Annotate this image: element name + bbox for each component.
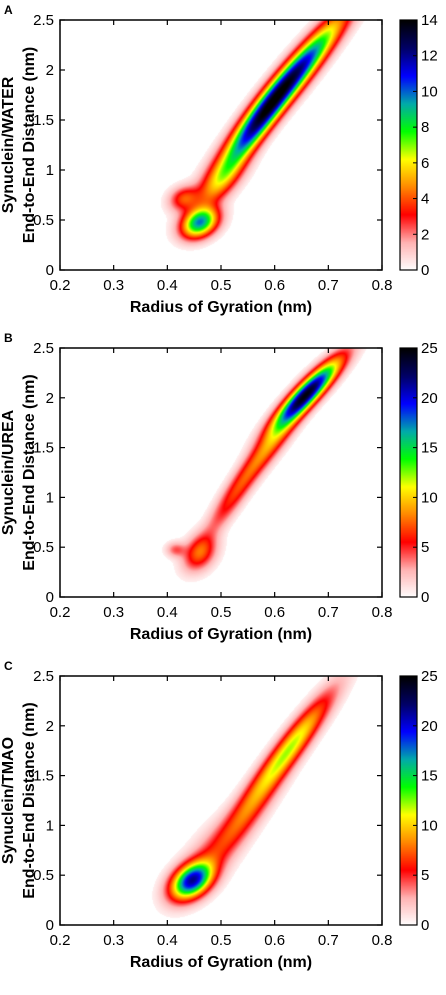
row-label: Synuclein/UREA [0, 409, 17, 535]
y-tick-label: 0.5 [33, 867, 54, 884]
colorbar-tick-label: 5 [421, 867, 429, 884]
heatmap-image [60, 348, 382, 597]
colorbar-tick-label: 15 [421, 440, 438, 457]
x-tick-label: 0.5 [211, 932, 232, 949]
panel-a: 0.2 0.3 0.4 0.5 0.6 0.7 0.8 0 0.5 1 1.5 2 2.5 Radius … [0, 3, 438, 316]
x-tick-label: 0.4 [157, 604, 178, 621]
x-tick-label: 0.6 [264, 932, 285, 949]
colorbar-tick-label: 4 [421, 191, 429, 208]
colorbar-tick-label: 20 [421, 718, 438, 735]
x-axis-label: Radius of Gyration (nm) [130, 954, 312, 971]
x-tick-label: 0.3 [103, 932, 124, 949]
colorbar-tick-label: 10 [421, 489, 438, 506]
y-tick-label: 1.5 [33, 440, 54, 457]
x-tick-label: 0.8 [372, 277, 393, 294]
y-tick-label: 1 [46, 817, 54, 834]
colorbar-tick-label: 0 [421, 917, 429, 934]
y-tick-label: 0 [46, 262, 54, 279]
x-tick-label: 0.3 [103, 277, 124, 294]
y-axis-label: End-to-End Distance (nm) [21, 47, 38, 243]
row-label: Synuclein/TMAO [0, 737, 17, 864]
x-tick-label: 0.5 [211, 604, 232, 621]
y-tick-label: 1 [46, 489, 54, 506]
panel-b: 0.2 0.3 0.4 0.5 0.6 0.7 0.8 0 0.5 1 1.5 2 2.5 Radius … [0, 331, 438, 643]
y-axis-label: End-to-End Distance (nm) [21, 374, 38, 570]
colorbar-tick-label: 12 [421, 48, 438, 65]
colorbar [400, 348, 417, 597]
x-tick-label: 0.8 [372, 932, 393, 949]
row-label: Synuclein/WATER [0, 76, 17, 213]
colorbar-tick-label: 14 [421, 12, 438, 29]
y-tick-label: 2.5 [33, 12, 54, 29]
colorbar-tick-label: 5 [421, 539, 429, 556]
y-tick-label: 0 [46, 917, 54, 934]
x-tick-label: 0.7 [318, 604, 339, 621]
x-tick-label: 0.5 [211, 277, 232, 294]
y-tick-label: 0.5 [33, 212, 54, 229]
heatmap-image [60, 676, 382, 925]
colorbar [400, 20, 417, 270]
y-tick-label: 0 [46, 589, 54, 606]
colorbar-tick-label: 15 [421, 768, 438, 785]
colorbar-tick-label: 8 [421, 119, 429, 136]
colorbar-tick-label: 25 [421, 668, 438, 685]
x-tick-label: 0.2 [50, 277, 71, 294]
y-tick-label: 2 [46, 718, 54, 735]
panel-letter: B [4, 331, 13, 345]
x-tick-label: 0.7 [318, 277, 339, 294]
x-tick-label: 0.6 [264, 604, 285, 621]
y-tick-label: 2 [46, 62, 54, 79]
colorbar-tick-label: 10 [421, 817, 438, 834]
colorbar-frame [399, 675, 418, 926]
colorbar-frame [399, 347, 418, 598]
y-tick-label: 2 [46, 390, 54, 407]
x-tick-label: 0.2 [50, 932, 71, 949]
y-tick-label: 1.5 [33, 768, 54, 785]
y-tick-label: 0.5 [33, 539, 54, 556]
colorbar [400, 676, 417, 925]
colorbar-tick-label: 0 [421, 589, 429, 606]
heatmap-image [60, 20, 382, 270]
colorbar-tick-label: 10 [421, 83, 438, 100]
colorbar-tick-label: 0 [421, 262, 429, 279]
colorbar-tick-label: 25 [421, 340, 438, 357]
y-tick-label: 1.5 [33, 112, 54, 129]
x-tick-label: 0.4 [157, 932, 178, 949]
colorbar-tick-label: 6 [421, 155, 429, 172]
colorbar-tick-label: 20 [421, 390, 438, 407]
panel-c: 0.2 0.3 0.4 0.5 0.6 0.7 0.8 0 0.5 1 1.5 2 2.5 Radius … [0, 659, 438, 971]
x-tick-label: 0.3 [103, 604, 124, 621]
x-tick-label: 0.2 [50, 604, 71, 621]
panel-letter: A [4, 3, 13, 17]
panel-letter: C [4, 659, 13, 673]
x-tick-label: 0.6 [264, 277, 285, 294]
colorbar-frame [399, 19, 418, 271]
y-axis-label: End-to-End Distance (nm) [21, 702, 38, 898]
colorbar-tick-label: 2 [421, 226, 429, 243]
y-tick-label: 2.5 [33, 340, 54, 357]
x-tick-label: 0.8 [372, 604, 393, 621]
x-tick-label: 0.7 [318, 932, 339, 949]
x-axis-label: Radius of Gyration (nm) [130, 299, 312, 316]
x-tick-label: 0.4 [157, 277, 178, 294]
y-tick-label: 1 [46, 162, 54, 179]
y-tick-label: 2.5 [33, 668, 54, 685]
x-axis-label: Radius of Gyration (nm) [130, 626, 312, 643]
